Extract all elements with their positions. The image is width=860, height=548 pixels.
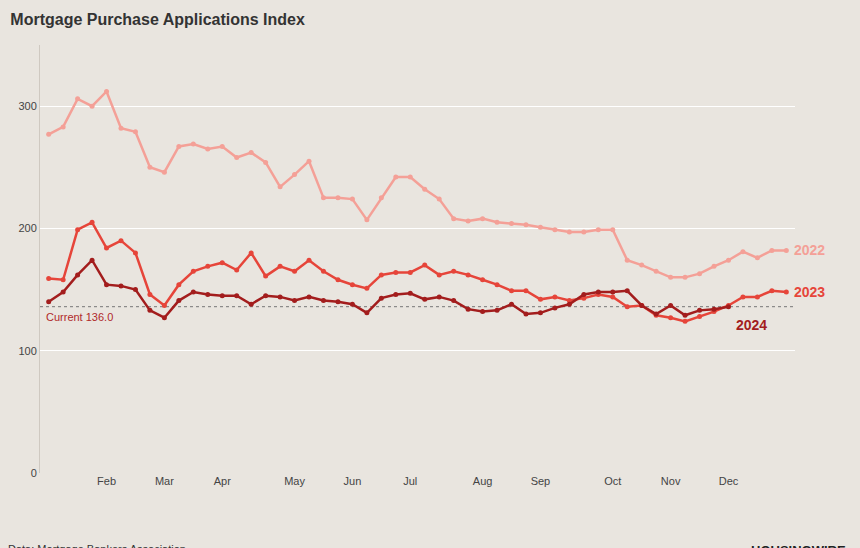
svg-text:300: 300 [18,100,36,112]
svg-text:Dec: Dec [719,475,739,487]
svg-text:Current 136.0: Current 136.0 [46,311,113,323]
svg-text:2022: 2022 [794,242,825,258]
svg-text:Nov: Nov [661,475,681,487]
svg-text:HOUSINGWIRE: HOUSINGWIRE [751,543,846,548]
svg-text:Feb: Feb [97,475,116,487]
svg-text:100: 100 [18,345,36,357]
svg-text:Data: Mortgage Bankers Associa: Data: Mortgage Bankers Association [8,543,186,548]
svg-text:Apr: Apr [214,475,231,487]
svg-text:200: 200 [18,222,36,234]
svg-text:Jul: Jul [403,475,417,487]
svg-text:Jun: Jun [344,475,362,487]
svg-text:Oct: Oct [604,475,621,487]
svg-text:2024: 2024 [736,317,767,333]
svg-text:May: May [284,475,305,487]
svg-text:Mar: Mar [155,475,174,487]
svg-text:0: 0 [31,467,37,479]
svg-text:Mortgage Purchase Applications: Mortgage Purchase Applications Index [10,11,305,28]
svg-text:2023: 2023 [794,284,825,300]
svg-text:Aug: Aug [473,475,493,487]
svg-text:Sep: Sep [531,475,551,487]
